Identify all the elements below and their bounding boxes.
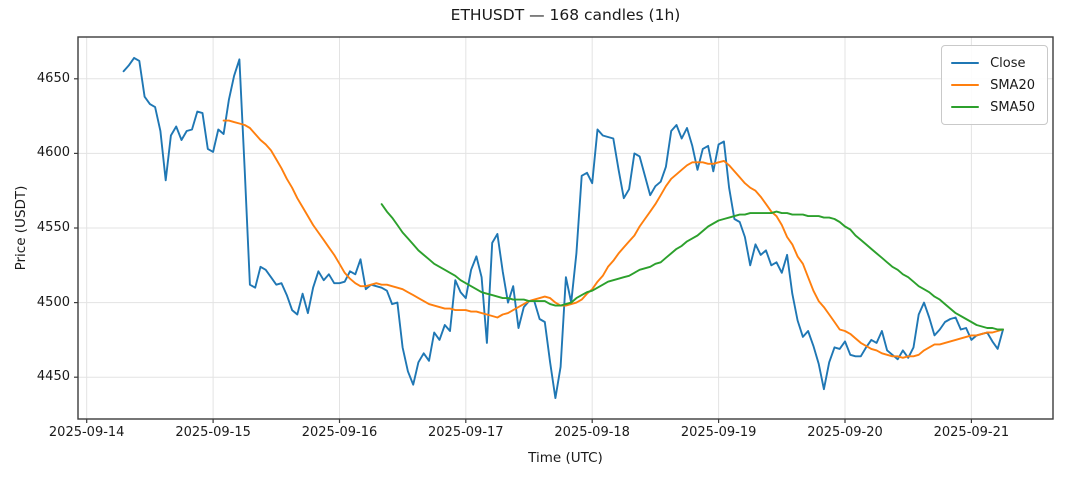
x-tick-label: 2025-09-14 bbox=[48, 425, 125, 440]
legend-label-sma20: SMA20 bbox=[990, 77, 1035, 93]
close-line bbox=[122, 56, 1004, 400]
sma50-line bbox=[380, 203, 1004, 331]
y-tick-label: 4450 bbox=[36, 369, 70, 385]
x-tick-label: 2025-09-15 bbox=[175, 425, 251, 440]
x-tick-label: 2025-09-18 bbox=[554, 425, 630, 440]
legend-row: SMA50 bbox=[951, 96, 1035, 118]
legend: Close SMA20 SMA50 bbox=[941, 45, 1048, 125]
sma50-line-swatch bbox=[951, 105, 980, 109]
sma20-line bbox=[222, 119, 1004, 359]
y-tick-label: 4600 bbox=[36, 145, 70, 161]
legend-label-sma50: SMA50 bbox=[990, 99, 1035, 115]
sma20-line-swatch bbox=[951, 83, 980, 87]
chart-title: ETHUSDT — 168 candles (1h) bbox=[450, 6, 681, 24]
legend-row: Close bbox=[951, 52, 1035, 74]
y-tick-label: 4650 bbox=[36, 70, 70, 86]
x-tick-label: 2025-09-17 bbox=[428, 425, 504, 440]
x-tick-label: 2025-09-21 bbox=[933, 425, 1010, 440]
y-tick-label: 4550 bbox=[36, 220, 70, 235]
x-axis-label: Time (UTC) bbox=[528, 450, 603, 466]
legend-label-close: Close bbox=[990, 55, 1026, 71]
y-tick-label: 4500 bbox=[36, 294, 70, 310]
legend-row: SMA20 bbox=[951, 74, 1035, 96]
x-tick-label: 2025-09-19 bbox=[680, 425, 757, 440]
x-tick-label: 2025-09-20 bbox=[807, 425, 883, 440]
close-line-swatch bbox=[951, 61, 980, 65]
x-tick-label: 2025-09-16 bbox=[301, 425, 378, 440]
